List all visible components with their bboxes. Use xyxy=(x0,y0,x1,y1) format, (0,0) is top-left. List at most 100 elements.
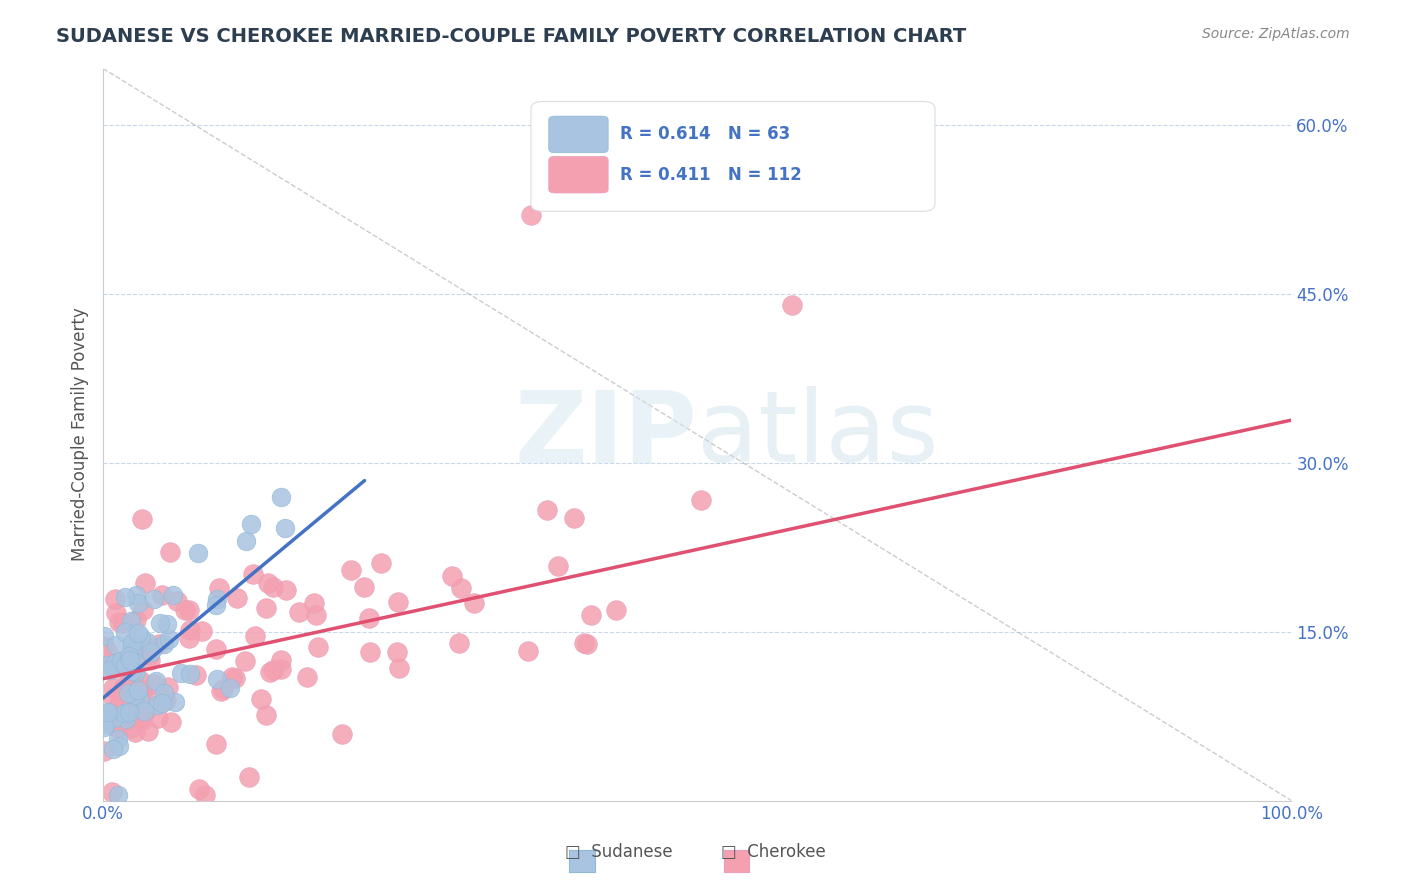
Text: ZIP: ZIP xyxy=(515,386,697,483)
Point xyxy=(107,788,129,802)
Point xyxy=(121,665,143,679)
Point xyxy=(146,698,169,712)
Point xyxy=(212,681,235,696)
Point xyxy=(101,742,124,756)
Point xyxy=(145,674,167,689)
Point xyxy=(262,663,284,677)
Point xyxy=(149,615,172,630)
Point xyxy=(143,592,166,607)
Point xyxy=(132,639,155,653)
Point xyxy=(257,576,280,591)
Point xyxy=(179,632,201,646)
Point xyxy=(194,788,217,802)
Point xyxy=(187,546,209,560)
Point xyxy=(103,661,125,675)
Point xyxy=(104,591,127,606)
Text: R = 0.411   N = 112: R = 0.411 N = 112 xyxy=(620,166,801,184)
Point xyxy=(134,576,156,591)
Point xyxy=(165,695,187,709)
Point xyxy=(93,656,115,670)
Point xyxy=(112,706,135,720)
Point xyxy=(107,722,129,736)
Point xyxy=(605,603,627,617)
Point xyxy=(101,718,124,732)
Point xyxy=(108,739,131,754)
Point xyxy=(190,624,212,638)
Point xyxy=(115,654,138,668)
Point xyxy=(238,770,260,784)
Point xyxy=(124,613,146,627)
Point xyxy=(254,601,277,615)
Point xyxy=(353,580,375,594)
Point xyxy=(169,666,191,681)
Text: Source: ZipAtlas.com: Source: ZipAtlas.com xyxy=(1202,27,1350,41)
Point xyxy=(245,629,267,643)
Point xyxy=(152,685,174,699)
Point xyxy=(357,611,380,625)
Point xyxy=(131,685,153,699)
Text: □  Sudanese: □ Sudanese xyxy=(565,843,672,861)
Point xyxy=(576,637,599,651)
Point xyxy=(108,615,131,629)
Text: SUDANESE VS CHEROKEE MARRIED-COUPLE FAMILY POVERTY CORRELATION CHART: SUDANESE VS CHEROKEE MARRIED-COUPLE FAMI… xyxy=(56,27,966,45)
Point xyxy=(112,679,135,693)
Point xyxy=(103,711,125,725)
Point xyxy=(188,782,211,797)
Point xyxy=(114,657,136,672)
Text: □  Cherokee: □ Cherokee xyxy=(721,843,825,861)
Point xyxy=(270,662,292,676)
Point xyxy=(114,714,136,729)
Point xyxy=(97,714,120,728)
Point xyxy=(153,637,176,651)
Point xyxy=(148,637,170,651)
Point xyxy=(205,737,228,751)
Point xyxy=(782,298,804,312)
Point xyxy=(388,661,411,675)
Point xyxy=(224,671,246,685)
Point xyxy=(127,626,149,640)
Point xyxy=(254,708,277,723)
Point xyxy=(136,723,159,738)
Text: atlas: atlas xyxy=(697,386,939,483)
Point xyxy=(302,596,325,610)
Point xyxy=(107,732,129,747)
Point xyxy=(131,713,153,727)
Point xyxy=(121,640,143,654)
Point xyxy=(117,706,139,720)
Point xyxy=(547,558,569,573)
Point xyxy=(259,665,281,679)
Point xyxy=(132,602,155,616)
Point xyxy=(93,720,115,734)
Point xyxy=(96,658,118,673)
Point xyxy=(516,644,538,658)
Point xyxy=(115,712,138,726)
Point xyxy=(93,744,115,758)
Point xyxy=(152,588,174,602)
Point xyxy=(150,696,173,710)
Point xyxy=(242,567,264,582)
Point xyxy=(132,704,155,718)
Point xyxy=(98,663,121,677)
Point xyxy=(124,725,146,739)
Point xyxy=(128,711,150,725)
Point xyxy=(127,681,149,695)
Point xyxy=(125,588,148,602)
Point xyxy=(97,705,120,719)
Point xyxy=(127,683,149,698)
Point xyxy=(131,512,153,526)
Point xyxy=(122,646,145,660)
Point xyxy=(122,638,145,652)
Point xyxy=(114,624,136,639)
Point xyxy=(157,632,180,647)
Point xyxy=(103,705,125,719)
Point xyxy=(274,582,297,597)
Point xyxy=(295,670,318,684)
Point xyxy=(115,677,138,691)
FancyBboxPatch shape xyxy=(548,156,609,193)
Point xyxy=(307,640,329,654)
Point xyxy=(440,569,463,583)
Point xyxy=(219,681,242,695)
Point xyxy=(93,629,115,643)
Point xyxy=(221,670,243,684)
Point xyxy=(186,668,208,682)
